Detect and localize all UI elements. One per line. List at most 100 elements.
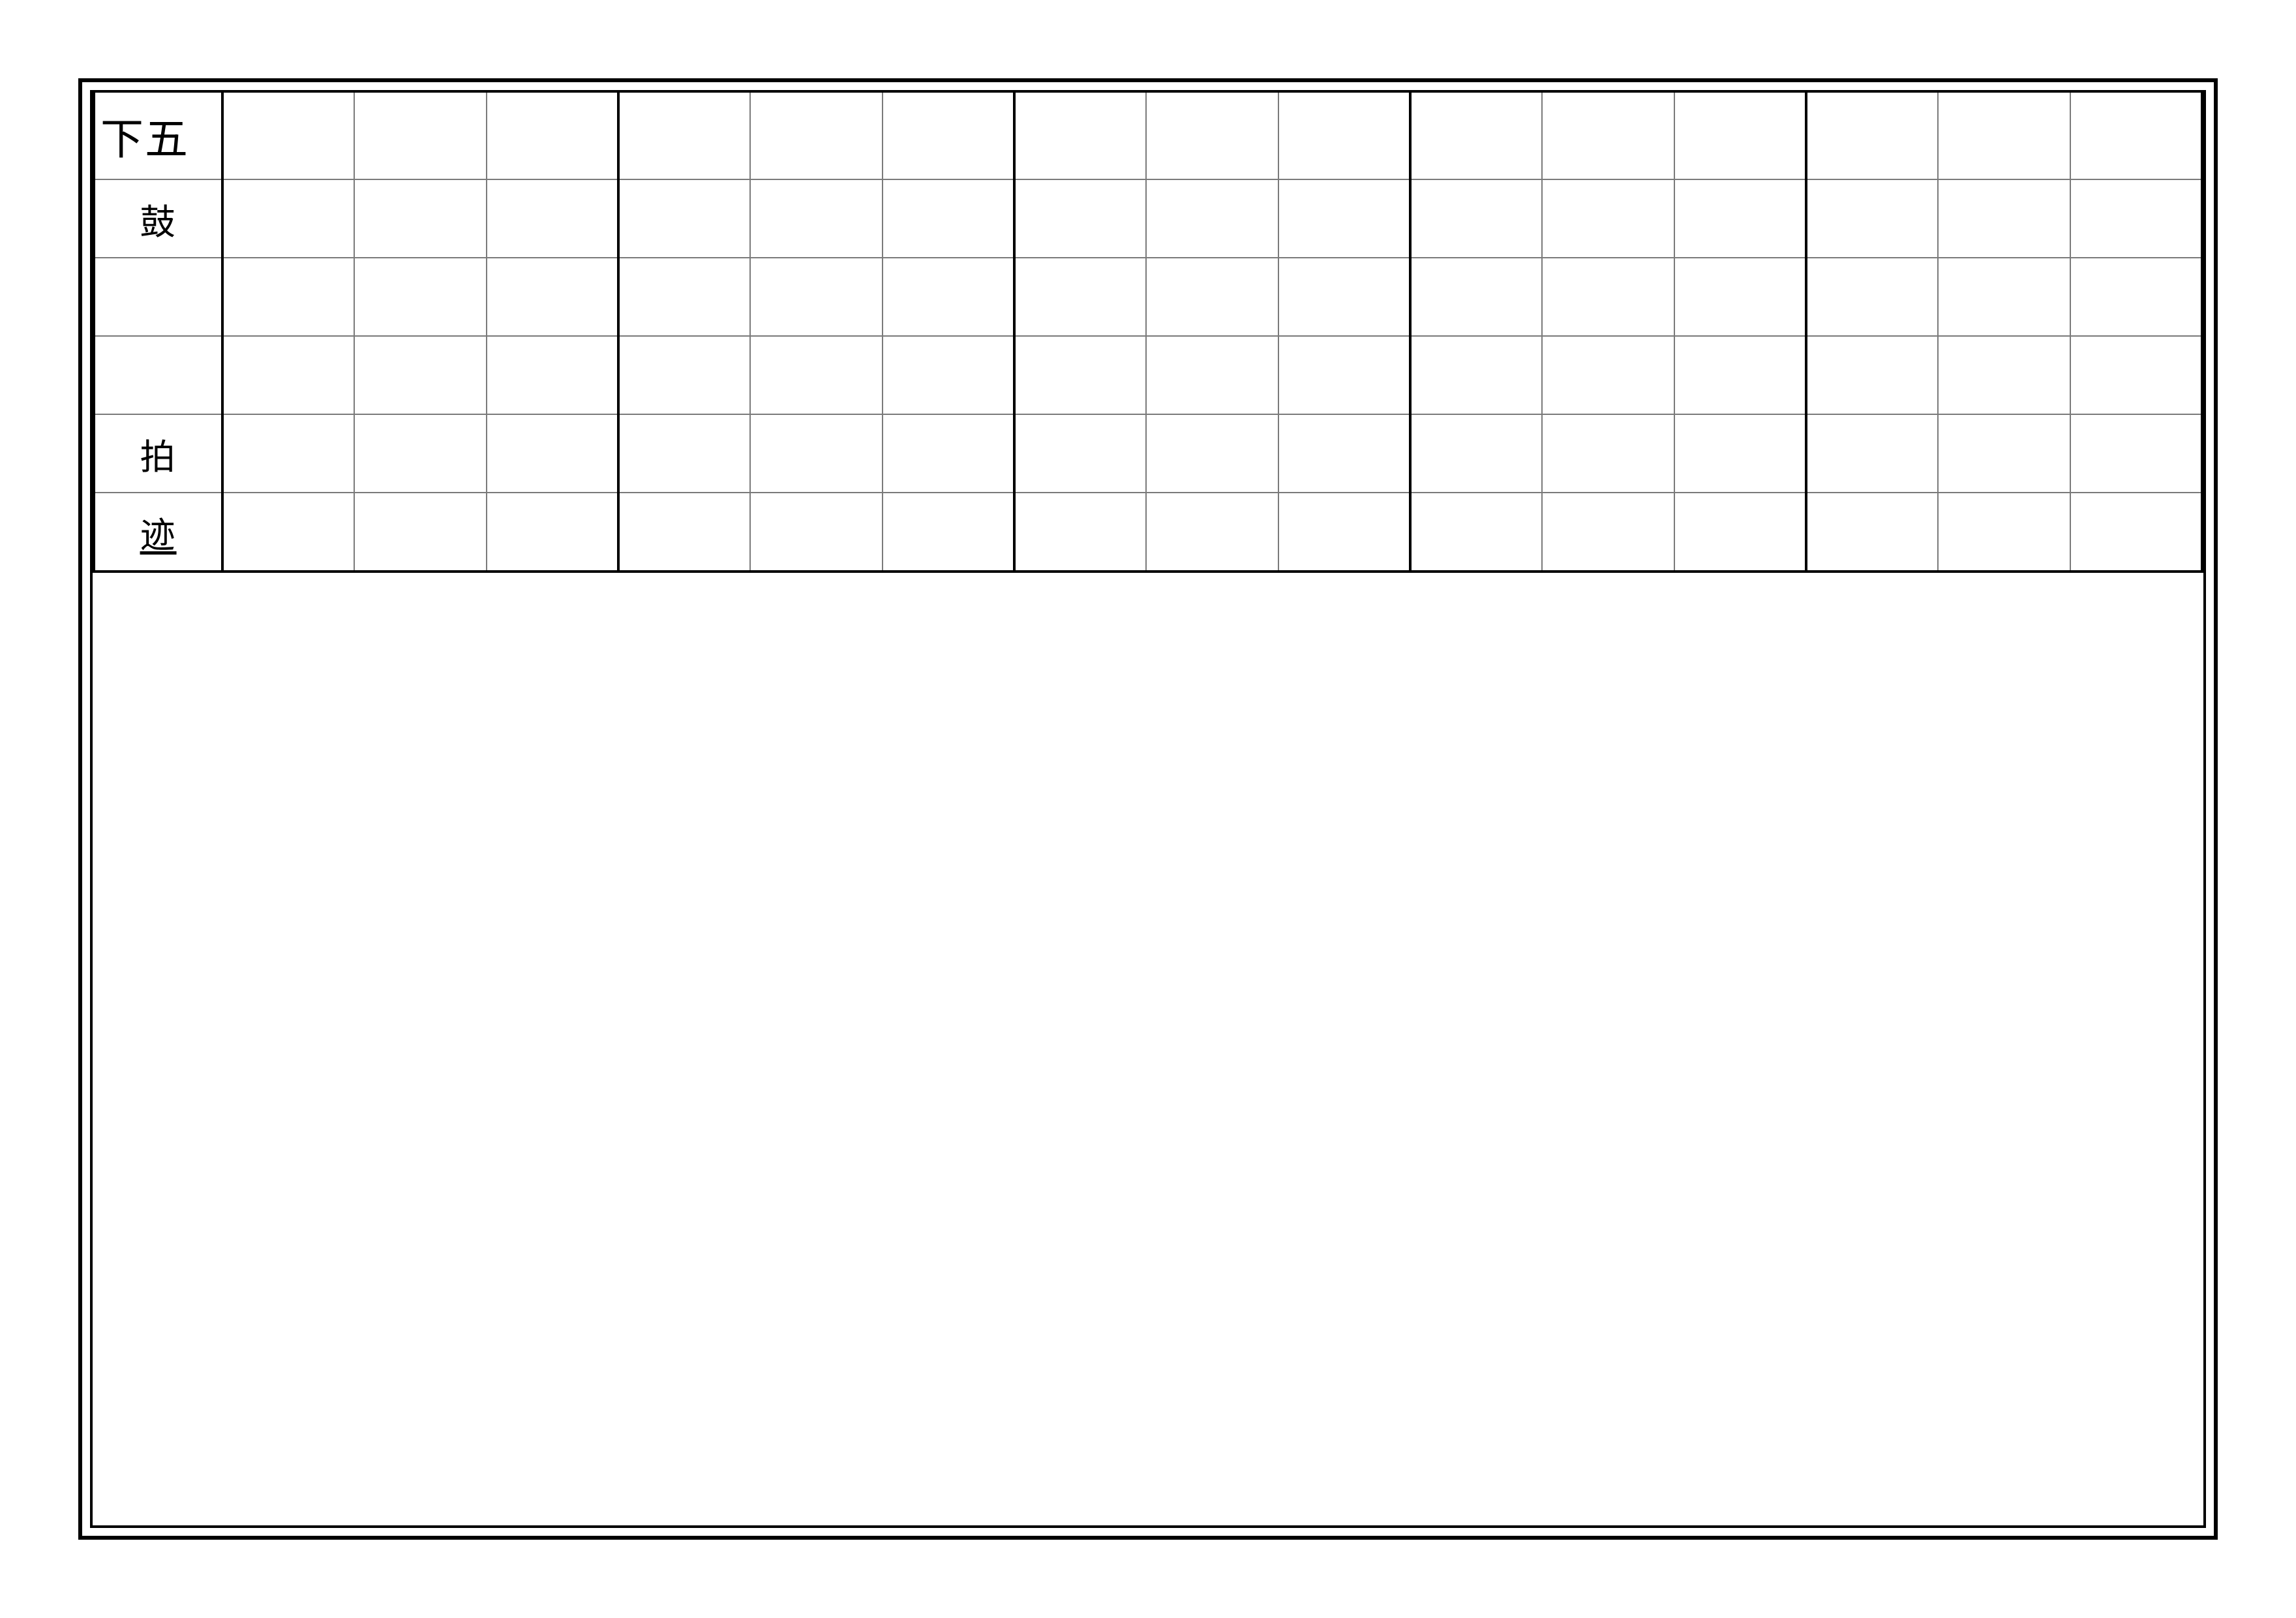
- cell: [1014, 93, 1146, 179]
- cell: [487, 336, 618, 414]
- cell: [1410, 179, 1542, 258]
- cell: [1806, 93, 1938, 179]
- row-label: 鼓: [94, 179, 222, 258]
- cell: [1278, 258, 1410, 336]
- cell: [750, 414, 882, 493]
- row-label: [94, 258, 222, 336]
- cell: [1014, 493, 1146, 572]
- cell: [750, 179, 882, 258]
- cell: [1278, 493, 1410, 572]
- cell: [2070, 414, 2202, 493]
- cell: [1410, 93, 1542, 179]
- cell: [1146, 258, 1278, 336]
- cell: [1806, 414, 1938, 493]
- cell: [487, 93, 618, 179]
- cell: [618, 93, 750, 179]
- cell: [222, 93, 354, 179]
- page-frame: 下五: [78, 78, 2218, 1540]
- cell: [354, 414, 486, 493]
- cell: [1938, 414, 2070, 493]
- page-inner-frame: 下五: [90, 90, 2206, 1528]
- row-label: 拍: [94, 414, 222, 493]
- cell: [1674, 414, 1806, 493]
- cell: [750, 258, 882, 336]
- cell: [354, 93, 486, 179]
- row-label: [94, 336, 222, 414]
- cell: [1674, 336, 1806, 414]
- cell: [1146, 93, 1278, 179]
- cell: [1410, 414, 1542, 493]
- cell: [750, 93, 882, 179]
- row-label: 迹: [94, 493, 222, 572]
- cell: [883, 179, 1014, 258]
- table-row: 鼓: [94, 179, 2202, 258]
- cell: [883, 493, 1014, 572]
- table-row: [94, 258, 2202, 336]
- cell: [883, 93, 1014, 179]
- cell: [1938, 93, 2070, 179]
- cell: [2070, 336, 2202, 414]
- cell: [1410, 493, 1542, 572]
- row-label-text: 迹: [140, 516, 177, 555]
- cell: [1146, 179, 1278, 258]
- cell: [1542, 336, 1674, 414]
- cell: [1674, 493, 1806, 572]
- cell: [1146, 414, 1278, 493]
- cell: [1674, 93, 1806, 179]
- row-label: 下五: [94, 93, 222, 179]
- notation-table-wrap: 下五: [93, 93, 2203, 573]
- cell: [354, 336, 486, 414]
- cell: [618, 179, 750, 258]
- cell: [1410, 336, 1542, 414]
- cell: [2070, 179, 2202, 258]
- cell: [1674, 179, 1806, 258]
- cell: [354, 493, 486, 572]
- cell: [1674, 258, 1806, 336]
- table-row: 迹: [94, 493, 2202, 572]
- cell: [883, 258, 1014, 336]
- cell: [1806, 336, 1938, 414]
- table-row: 拍: [94, 414, 2202, 493]
- cell: [1278, 179, 1410, 258]
- cell: [1806, 258, 1938, 336]
- cell: [1542, 179, 1674, 258]
- cell: [1014, 258, 1146, 336]
- cell: [487, 414, 618, 493]
- cell: [2070, 493, 2202, 572]
- cell: [487, 179, 618, 258]
- cell: [1806, 179, 1938, 258]
- cell: [1938, 258, 2070, 336]
- cell: [1278, 414, 1410, 493]
- cell: [1146, 336, 1278, 414]
- table-row: [94, 336, 2202, 414]
- cell: [222, 258, 354, 336]
- cell: [1542, 258, 1674, 336]
- cell: [1542, 414, 1674, 493]
- cell: [883, 414, 1014, 493]
- cell: [1938, 179, 2070, 258]
- cell: [618, 336, 750, 414]
- cell: [222, 493, 354, 572]
- cell: [1542, 493, 1674, 572]
- cell: [487, 493, 618, 572]
- cell: [1938, 336, 2070, 414]
- cell: [1278, 336, 1410, 414]
- cell: [1146, 493, 1278, 572]
- cell: [1014, 414, 1146, 493]
- cell: [1014, 336, 1146, 414]
- cell: [1938, 493, 2070, 572]
- cell: [1278, 93, 1410, 179]
- cell: [618, 258, 750, 336]
- cell: [1806, 493, 1938, 572]
- cell: [618, 414, 750, 493]
- cell: [2070, 258, 2202, 336]
- cell: [618, 493, 750, 572]
- cell: [354, 179, 486, 258]
- table-row: 下五: [94, 93, 2202, 179]
- cell: [487, 258, 618, 336]
- cell: [1410, 258, 1542, 336]
- cell: [750, 336, 882, 414]
- cell: [1014, 179, 1146, 258]
- cell: [354, 258, 486, 336]
- cell: [750, 493, 882, 572]
